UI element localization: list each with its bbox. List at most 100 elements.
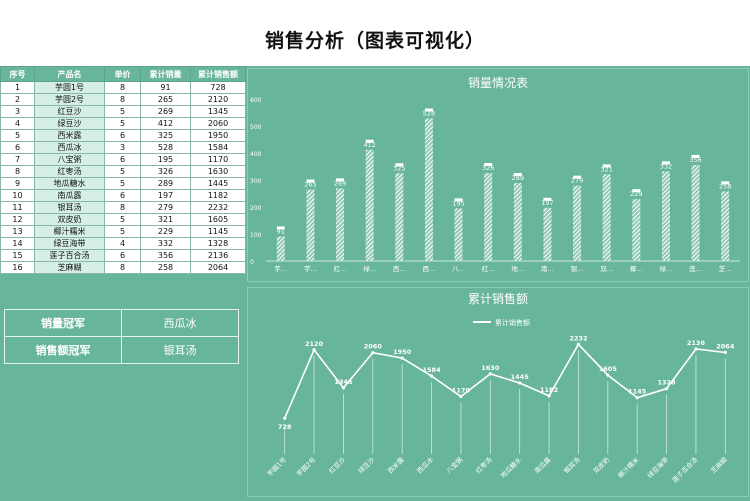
line-point [312, 348, 316, 352]
bar [661, 171, 670, 261]
x-tick-label: 红… [482, 264, 495, 273]
x-tick-label: 南瓜露 [532, 455, 553, 476]
cell-volume: 229 [140, 225, 191, 238]
cell-index: 5 [0, 129, 35, 142]
cell-product: 莲子百合汤 [34, 249, 105, 262]
bar [484, 172, 493, 261]
table-row: 2 芋圆2号 8 265 2120 [0, 93, 246, 106]
line-data-label: 1584 [423, 366, 442, 374]
cell-sales: 1630 [190, 165, 246, 178]
x-tick-label: 八… [452, 265, 465, 273]
table-row: 1 芋圆1号 8 91 728 [0, 81, 246, 94]
bar-data-label: 269 [334, 179, 346, 187]
bar [543, 207, 552, 261]
sales-champion-label: 销售额冠军 [4, 336, 122, 364]
cell-product: 红枣汤 [34, 165, 105, 178]
bar-data-label: 195 [452, 199, 464, 207]
cell-volume: 279 [140, 201, 191, 214]
cell-product: 红豆沙 [34, 105, 105, 118]
line-point [341, 386, 346, 390]
x-tick-label: 双皮奶 [591, 455, 612, 476]
bar [691, 164, 700, 261]
cell-sales: 1145 [190, 225, 246, 238]
cell-price: 6 [104, 129, 141, 142]
bar [395, 173, 404, 261]
line-point [429, 374, 434, 378]
cell-product: 芝麻糊 [34, 261, 105, 274]
table-row: 11 银耳汤 8 279 2232 [0, 201, 246, 214]
bar-cap [424, 108, 433, 112]
x-tick-label: 红枣汤 [474, 455, 495, 476]
table-row: 15 莲子百合汤 6 356 2136 [0, 249, 246, 262]
cell-price: 6 [104, 153, 141, 166]
summary-row: 销量冠军 西瓜冰 [4, 309, 239, 337]
line-data-label: 1145 [628, 388, 647, 396]
cell-volume: 258 [140, 261, 191, 274]
sales-champion-value: 银耳汤 [121, 336, 239, 364]
x-tick-label: 红豆沙 [327, 455, 348, 476]
cell-sales: 2060 [190, 117, 246, 130]
y-tick-label: 300 [250, 178, 262, 185]
bar-cap [513, 172, 522, 176]
bar-data-label: 265 [304, 180, 316, 188]
cell-product: 西瓜冰 [34, 141, 105, 154]
line-point [547, 394, 551, 398]
cell-index: 13 [0, 225, 35, 238]
bar-cap [573, 175, 582, 179]
cell-price: 5 [104, 105, 141, 118]
bar [573, 185, 582, 261]
cell-index: 6 [0, 141, 35, 154]
y-tick-label: 100 [250, 232, 262, 239]
bar-cap [632, 189, 641, 193]
bar [424, 118, 433, 261]
x-tick-label: 西瓜冰 [415, 455, 436, 476]
table-row: 12 双皮奶 5 321 1605 [0, 213, 246, 226]
table-row: 5 西米露 6 325 1950 [0, 129, 246, 142]
bar [454, 208, 463, 261]
bar-data-label: 321 [600, 165, 612, 173]
bar-data-label: 197 [541, 199, 553, 207]
sales-series-line [283, 342, 726, 419]
table-row: 16 芝麻糊 8 258 2064 [0, 261, 246, 274]
header-product: 产品名 [34, 66, 105, 82]
line-data-label: 1950 [393, 348, 412, 356]
bar-cap [602, 164, 611, 168]
cell-sales: 1950 [190, 129, 246, 142]
cell-price: 8 [104, 201, 141, 214]
header-sales: 累计销售额 [190, 66, 246, 82]
line-data-label: 2136 [687, 339, 706, 347]
page-title: 销售分析（图表可视化） [264, 30, 485, 52]
cell-sales: 1182 [190, 189, 246, 202]
table-row: 10 南瓜露 6 197 1182 [0, 189, 246, 202]
champion-summary: 销量冠军 西瓜冰 销售额冠军 银耳汤 [4, 309, 239, 364]
cell-index: 11 [0, 201, 35, 214]
cell-volume: 325 [140, 129, 191, 142]
line-data-label: 728 [278, 423, 292, 431]
y-tick-label: 200 [250, 205, 262, 212]
cell-price: 3 [104, 141, 141, 154]
cell-sales: 1345 [190, 105, 246, 118]
line-point [664, 387, 669, 391]
cell-price: 5 [104, 213, 141, 226]
table-row: 7 八宝粥 6 195 1170 [0, 153, 246, 166]
x-tick-label: 椰汁糯米 [616, 455, 641, 480]
x-tick-label: 绿… [363, 264, 376, 273]
cell-price: 5 [104, 117, 141, 130]
x-tick-label: 莲子百合汤 [670, 455, 700, 485]
bar-data-label: 528 [423, 109, 435, 117]
cell-product: 双皮奶 [34, 213, 105, 226]
cell-product: 绿豆海带 [34, 237, 105, 250]
volume-chart-title: 销量情况表 [468, 76, 528, 90]
line-point [576, 342, 581, 346]
sales-chart-title: 累计销售额 [468, 291, 528, 306]
x-tick-label: 西… [422, 265, 435, 273]
cell-volume: 289 [140, 177, 191, 190]
cell-volume: 412 [140, 117, 191, 130]
sales-line-chart: 累计销售额 累计销售额 728 芋圆1号 2120 芋圆2号 1345 红豆沙 2060 绿豆… [266, 291, 735, 485]
table-header-row: 序号 产品名 单价 累计销量 累计销售额 [0, 66, 246, 82]
bar-data-label: 325 [393, 164, 405, 172]
line-point [459, 394, 463, 399]
cell-price: 8 [104, 81, 141, 94]
cell-price: 5 [104, 165, 141, 178]
volume-chart-panel: 销量情况表 0 100 200 300 400 500 600 91 芋… 265 芋… 269 红…… [247, 68, 749, 282]
